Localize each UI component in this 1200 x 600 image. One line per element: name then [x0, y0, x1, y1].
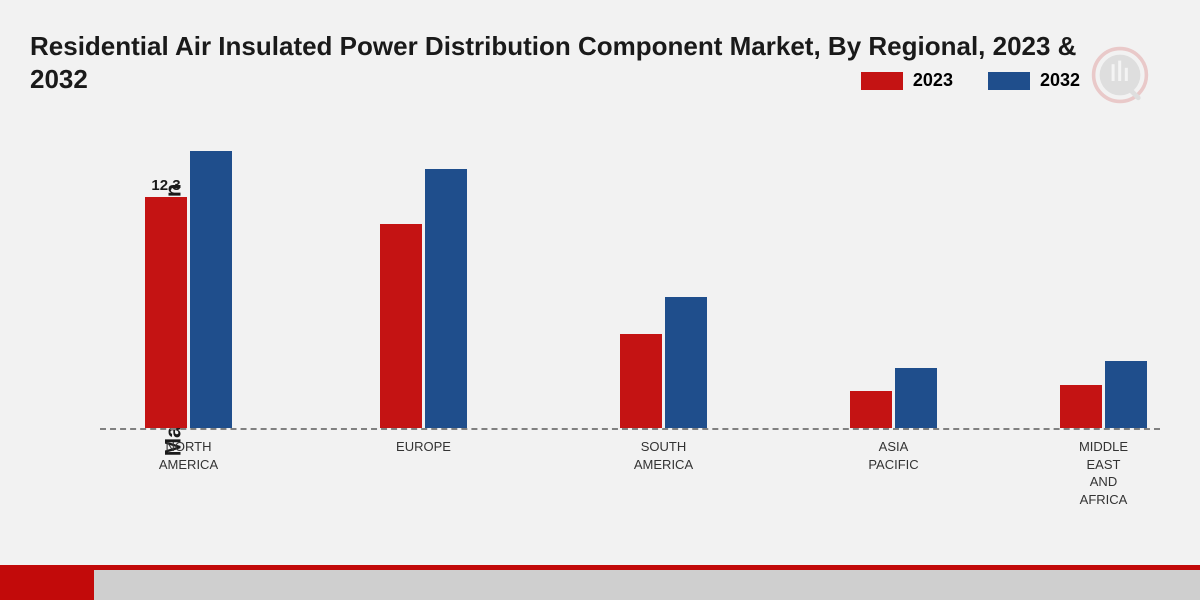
bar-2032 — [425, 169, 467, 428]
legend-item-2023: 2023 — [861, 70, 953, 91]
x-axis-category-label: MIDDLE EAST AND AFRICA — [1079, 438, 1128, 508]
bar-2023 — [620, 334, 662, 428]
x-axis-category-label: ASIA PACIFIC — [868, 438, 918, 473]
watermark-logo — [1090, 45, 1150, 105]
legend: 2023 2032 — [861, 70, 1080, 91]
footer-stripe-gray — [94, 570, 1200, 600]
legend-label-2032: 2032 — [1040, 70, 1080, 91]
bar-group: 12.3 — [145, 151, 232, 429]
bar-2032 — [1105, 361, 1147, 429]
footer-stripe-red — [0, 570, 94, 600]
legend-swatch-2032 — [988, 72, 1030, 90]
chart-container: Residential Air Insulated Power Distribu… — [0, 0, 1200, 600]
legend-item-2032: 2032 — [988, 70, 1080, 91]
bar-group — [380, 169, 467, 428]
legend-label-2023: 2023 — [913, 70, 953, 91]
x-axis-category-label: NORTH AMERICA — [159, 438, 218, 473]
bar-2023: 12.3 — [145, 197, 187, 428]
bar-group — [1060, 361, 1147, 429]
x-axis-category-label: SOUTH AMERICA — [634, 438, 693, 473]
legend-swatch-2023 — [861, 72, 903, 90]
bar-value-label: 12.3 — [151, 177, 180, 194]
x-axis-category-label: EUROPE — [396, 438, 451, 456]
bar-2032 — [190, 151, 232, 429]
bar-group — [620, 297, 707, 428]
chart-area: Market Size in USD Billion 12.3 NORTH AM… — [55, 130, 1165, 510]
x-axis-labels: NORTH AMERICA EUROPE SOUTH AMERICA ASIA PAC… — [100, 438, 1160, 518]
bar-2032 — [665, 297, 707, 428]
bar-2023 — [380, 224, 422, 428]
footer-stripe — [0, 570, 1200, 600]
bar-2032 — [895, 368, 937, 428]
bar-group — [850, 368, 937, 428]
bar-2023 — [850, 391, 892, 429]
plot-area: 12.3 — [100, 130, 1160, 430]
bar-2023 — [1060, 385, 1102, 428]
